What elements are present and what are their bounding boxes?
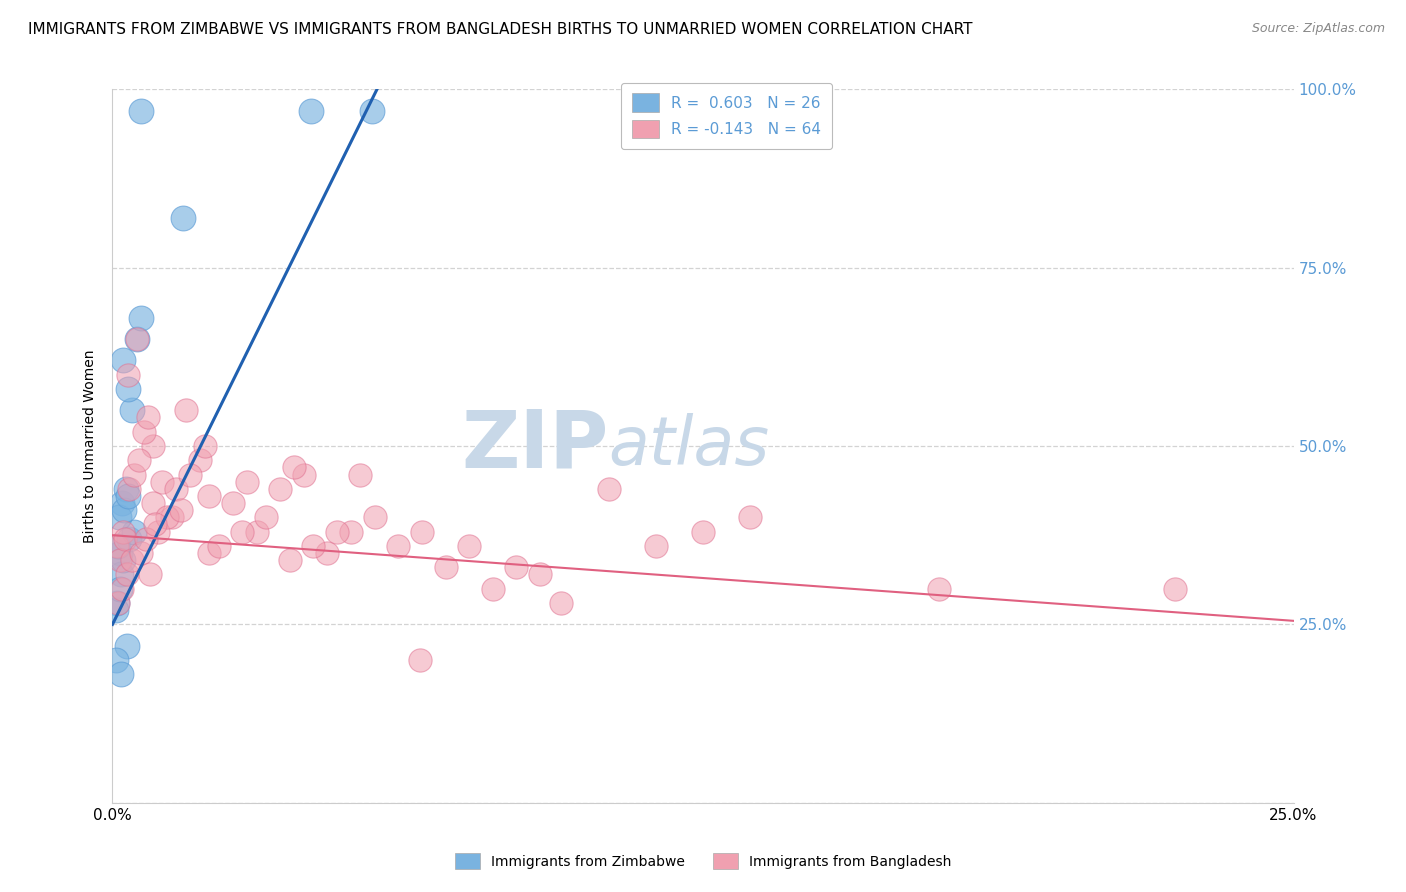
Point bbox=[529, 567, 551, 582]
Point bbox=[117, 489, 139, 503]
Point bbox=[505, 560, 527, 574]
Point bbox=[550, 596, 572, 610]
Point bbox=[145, 517, 167, 532]
Point bbox=[326, 524, 349, 539]
Point bbox=[170, 503, 193, 517]
Point bbox=[135, 532, 157, 546]
Point bbox=[128, 453, 150, 467]
Point bbox=[122, 467, 145, 482]
Point bbox=[111, 582, 134, 596]
Point bbox=[302, 539, 325, 553]
Point bbox=[110, 567, 132, 582]
Point bbox=[231, 524, 253, 539]
Point bbox=[146, 524, 169, 539]
Point bbox=[172, 211, 194, 225]
Point bbox=[112, 503, 135, 517]
Point bbox=[117, 368, 139, 382]
Point bbox=[150, 475, 173, 489]
Y-axis label: Births to Unmarried Women: Births to Unmarried Women bbox=[83, 350, 97, 542]
Point bbox=[340, 524, 363, 539]
Point bbox=[283, 460, 305, 475]
Point bbox=[105, 603, 128, 617]
Point bbox=[208, 539, 231, 553]
Point bbox=[111, 353, 134, 368]
Point bbox=[129, 103, 152, 118]
Point bbox=[179, 467, 201, 482]
Point bbox=[139, 567, 162, 582]
Point bbox=[108, 582, 131, 596]
Point bbox=[174, 403, 197, 417]
Point bbox=[142, 439, 165, 453]
Point bbox=[105, 596, 128, 610]
Legend: Immigrants from Zimbabwe, Immigrants from Bangladesh: Immigrants from Zimbabwe, Immigrants fro… bbox=[449, 847, 957, 876]
Point bbox=[165, 482, 187, 496]
Point bbox=[111, 553, 134, 567]
Point bbox=[111, 496, 134, 510]
Point bbox=[125, 332, 148, 346]
Point bbox=[198, 546, 221, 560]
Point bbox=[114, 482, 136, 496]
Point bbox=[349, 467, 371, 482]
Point bbox=[254, 510, 277, 524]
Point bbox=[115, 567, 138, 582]
Point bbox=[107, 596, 129, 610]
Point bbox=[108, 553, 131, 567]
Text: atlas: atlas bbox=[609, 413, 769, 479]
Point bbox=[481, 582, 503, 596]
Point bbox=[1164, 582, 1187, 596]
Point bbox=[363, 510, 385, 524]
Point bbox=[387, 539, 409, 553]
Point bbox=[111, 524, 134, 539]
Point bbox=[740, 510, 762, 524]
Point bbox=[129, 310, 152, 325]
Point bbox=[269, 482, 291, 496]
Point bbox=[928, 582, 950, 596]
Point bbox=[110, 667, 132, 681]
Point bbox=[299, 103, 322, 118]
Point bbox=[121, 403, 143, 417]
Point bbox=[121, 553, 143, 567]
Point bbox=[160, 510, 183, 524]
Text: IMMIGRANTS FROM ZIMBABWE VS IMMIGRANTS FROM BANGLADESH BIRTHS TO UNMARRIED WOMEN: IMMIGRANTS FROM ZIMBABWE VS IMMIGRANTS F… bbox=[28, 22, 973, 37]
Point bbox=[114, 532, 136, 546]
Point bbox=[122, 524, 145, 539]
Point bbox=[316, 546, 339, 560]
Point bbox=[118, 532, 141, 546]
Point bbox=[692, 524, 714, 539]
Point bbox=[598, 482, 620, 496]
Point bbox=[118, 482, 141, 496]
Point bbox=[105, 653, 128, 667]
Point bbox=[129, 546, 152, 560]
Point bbox=[408, 653, 430, 667]
Point bbox=[107, 539, 129, 553]
Point bbox=[188, 453, 211, 467]
Point bbox=[108, 510, 131, 524]
Point bbox=[458, 539, 481, 553]
Point bbox=[198, 489, 221, 503]
Point bbox=[194, 439, 217, 453]
Point bbox=[115, 639, 138, 653]
Point bbox=[117, 382, 139, 396]
Point bbox=[222, 496, 245, 510]
Point bbox=[245, 524, 267, 539]
Point bbox=[361, 103, 384, 118]
Point bbox=[278, 553, 301, 567]
Point bbox=[138, 410, 160, 425]
Point bbox=[125, 332, 148, 346]
Point bbox=[132, 425, 155, 439]
Text: ZIP: ZIP bbox=[461, 407, 609, 485]
Point bbox=[292, 467, 315, 482]
Point bbox=[108, 546, 131, 560]
Point bbox=[105, 539, 128, 553]
Point bbox=[434, 560, 457, 574]
Point bbox=[142, 496, 165, 510]
Text: Source: ZipAtlas.com: Source: ZipAtlas.com bbox=[1251, 22, 1385, 36]
Legend: R =  0.603   N = 26, R = -0.143   N = 64: R = 0.603 N = 26, R = -0.143 N = 64 bbox=[621, 83, 832, 149]
Point bbox=[156, 510, 179, 524]
Point bbox=[236, 475, 259, 489]
Point bbox=[411, 524, 433, 539]
Point bbox=[644, 539, 666, 553]
